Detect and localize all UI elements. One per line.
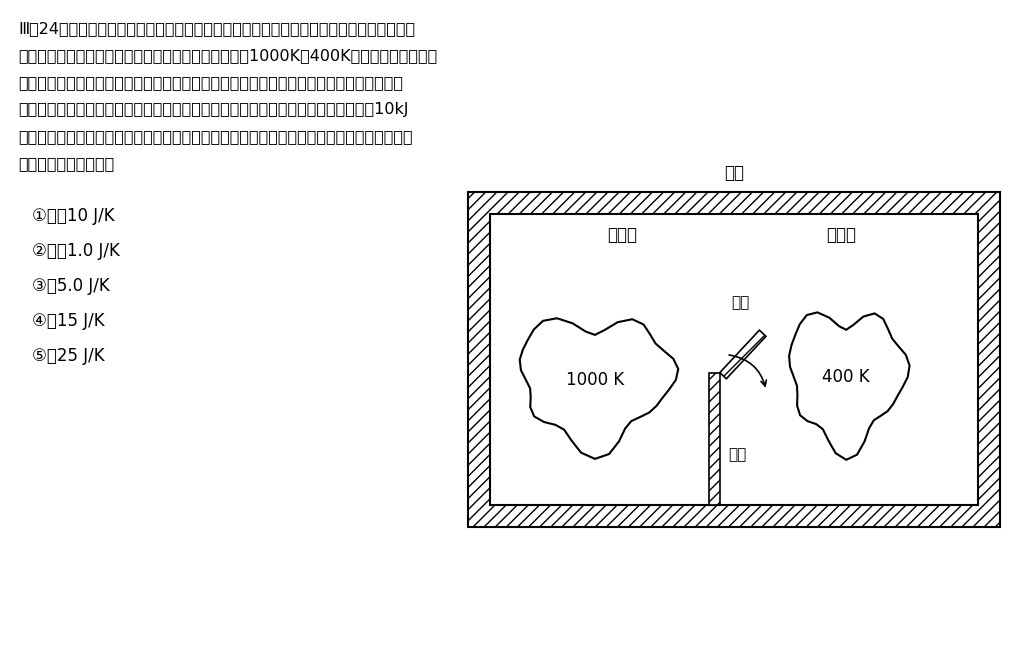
Text: 部屋１: 部屋１ bbox=[607, 226, 637, 244]
Text: 屋に仕切られている。それぞれの部屋の中には温度が1000Kと400Kの物体が置かれてい: 屋に仕切られている。それぞれの部屋の中には温度が1000Kと400Kの物体が置か… bbox=[18, 48, 437, 63]
Text: 容器: 容器 bbox=[724, 164, 744, 182]
Text: ①　－10 J/K: ① －10 J/K bbox=[32, 207, 115, 225]
Text: 400 K: 400 K bbox=[822, 368, 870, 386]
Text: 1000 K: 1000 K bbox=[566, 371, 624, 389]
Text: の熱が移動したところでドアを閉めた。このとき，容器全体のエントロピー変化量として，: の熱が移動したところでドアを閉めた。このとき，容器全体のエントロピー変化量として… bbox=[18, 129, 413, 144]
Text: ⑤　25 J/K: ⑤ 25 J/K bbox=[32, 347, 104, 365]
Text: ④　15 J/K: ④ 15 J/K bbox=[32, 312, 104, 330]
Polygon shape bbox=[720, 330, 766, 379]
Bar bbox=[490, 214, 978, 505]
Bar bbox=[468, 192, 1000, 527]
Text: ②　－1.0 J/K: ② －1.0 J/K bbox=[32, 242, 120, 260]
Bar bbox=[709, 372, 720, 505]
Text: ③　5.0 J/K: ③ 5.0 J/K bbox=[32, 277, 110, 295]
Polygon shape bbox=[790, 312, 909, 460]
Text: る。これら２つの物体の熱容量は十分大きいため，それぞれの温度変化は無視できるもの: る。これら２つの物体の熱容量は十分大きいため，それぞれの温度変化は無視できるもの bbox=[18, 75, 403, 90]
Text: 隔壁: 隔壁 bbox=[728, 447, 746, 462]
Text: 最も近い値はどれか。: 最も近い値はどれか。 bbox=[18, 156, 115, 171]
Text: 部屋２: 部屋２ bbox=[826, 226, 856, 244]
Text: ドア: ドア bbox=[731, 295, 750, 310]
Polygon shape bbox=[520, 318, 678, 459]
Text: Ⅲ－24　下図のように，断熱された容器が熱を通さない隔壁と開閉できるドアで２つの部: Ⅲ－24 下図のように，断熱された容器が熱を通さない隔壁と開閉できるドアで２つの… bbox=[18, 21, 415, 36]
Text: とする。はじめは閉まっていたドアをある時刻に開いて，高温物体から低温物体へ10kJ: とする。はじめは閉まっていたドアをある時刻に開いて，高温物体から低温物体へ10k… bbox=[18, 102, 409, 117]
